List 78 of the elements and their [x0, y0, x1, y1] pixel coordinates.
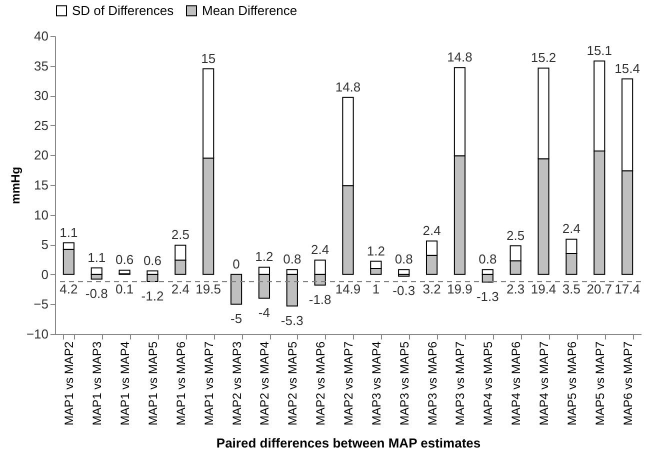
- y-tick-label: 20: [34, 148, 48, 163]
- y-tick-label: −10: [26, 326, 48, 342]
- x-tick-label: MAP2 vs MAP6: [314, 341, 328, 426]
- x-tick-label: MAP1 vs MAP5: [146, 341, 160, 426]
- data-label: 1.1: [88, 250, 106, 265]
- x-tick-label: MAP3 vs MAP4: [369, 341, 384, 426]
- data-label: -4: [258, 305, 270, 320]
- y-tick-label: 30: [34, 88, 48, 104]
- data-label: 2.5: [171, 227, 190, 242]
- data-label: 1.2: [366, 243, 385, 258]
- data-label: 19.9: [447, 281, 472, 296]
- data-label: 2.5: [506, 228, 525, 243]
- data-label: 20.7: [586, 281, 612, 296]
- data-label: 0.8: [478, 252, 497, 267]
- data-label: 0.1: [116, 281, 134, 296]
- data-label: 14.9: [335, 281, 361, 296]
- x-tick-label: MAP2 vs MAP7: [342, 341, 356, 426]
- data-label: 2.4: [311, 242, 330, 258]
- x-tick-label: MAP4 vs MAP7: [537, 341, 552, 426]
- data-label: 1.2: [255, 249, 274, 264]
- data-label: 2.3: [506, 281, 525, 296]
- data-label: -1.3: [476, 289, 499, 304]
- x-tick-label: MAP3 vs MAP7: [453, 341, 468, 426]
- data-label: 15: [201, 50, 216, 66]
- x-tick-label: MAP5 vs MAP7: [592, 341, 607, 426]
- data-label: 1.1: [60, 224, 78, 240]
- x-tick-label: MAP1 vs MAP7: [202, 341, 216, 426]
- data-label: 0.6: [116, 252, 134, 268]
- y-tick-label: 40: [34, 28, 48, 44]
- y-tick-label: 0: [41, 266, 48, 282]
- data-label: 1: [372, 281, 380, 296]
- data-label: 0: [232, 256, 240, 272]
- x-tick-label: MAP2 vs MAP4: [258, 341, 272, 426]
- x-axis-title: Paired differences between MAP estimates: [216, 436, 481, 451]
- data-label: 0.6: [143, 252, 162, 268]
- data-label: -1.8: [308, 292, 332, 308]
- y-tick-label: −5: [34, 296, 48, 312]
- data-label: 14.8: [447, 50, 472, 65]
- x-tick-label: MAP4 vs MAP5: [481, 341, 496, 426]
- data-label: 15.2: [530, 50, 556, 66]
- data-label: 4.2: [60, 281, 78, 296]
- data-label: 3.5: [562, 281, 580, 296]
- legend-label: SD of Differences: [72, 2, 174, 18]
- data-label: 2.4: [171, 281, 190, 296]
- x-tick-label: MAP1 vs MAP3: [90, 341, 104, 426]
- data-label: 14.8: [335, 79, 361, 94]
- data-label: 0.8: [283, 252, 302, 267]
- x-tick-label: MAP1 vs MAP4: [118, 341, 132, 426]
- data-label: 15.4: [614, 60, 640, 76]
- data-label: -5.3: [280, 312, 304, 328]
- y-tick-label: 5: [41, 237, 48, 252]
- y-tick-label: 25: [34, 118, 48, 133]
- y-tick-label: 35: [34, 58, 48, 74]
- data-label: 19.4: [530, 281, 556, 296]
- data-label: 17.4: [614, 281, 640, 296]
- data-label: 3.2: [422, 281, 441, 296]
- x-tick-label: MAP3 vs MAP5: [397, 341, 412, 426]
- data-label: -5: [230, 311, 242, 326]
- legend-label: Mean Difference: [202, 2, 298, 18]
- data-label: -1.2: [141, 288, 164, 304]
- x-tick-label: MAP2 vs MAP5: [286, 341, 300, 426]
- x-tick-label: MAP1 vs MAP6: [174, 341, 188, 426]
- x-tick-label: MAP5 vs MAP6: [564, 341, 579, 426]
- x-tick-label: MAP2 vs MAP3: [230, 341, 244, 426]
- data-label: -0.3: [392, 283, 416, 298]
- x-tick-label: MAP4 vs MAP6: [509, 341, 524, 426]
- x-tick-label: MAP3 vs MAP6: [425, 341, 440, 426]
- y-tick-label: 15: [34, 178, 48, 192]
- x-tick-label: MAP1 vs MAP2: [62, 341, 76, 426]
- data-label: 0.8: [394, 252, 413, 267]
- data-label: -0.8: [85, 286, 108, 302]
- data-label: 2.4: [422, 223, 441, 238]
- data-label: 2.4: [562, 221, 580, 236]
- y-axis-title: mmHg: [8, 166, 22, 204]
- x-tick-label: MAP6 vs MAP7: [620, 341, 635, 426]
- data-label: 19.5: [196, 281, 221, 296]
- data-label: 15.1: [586, 43, 612, 58]
- y-tick-label: 10: [34, 207, 48, 222]
